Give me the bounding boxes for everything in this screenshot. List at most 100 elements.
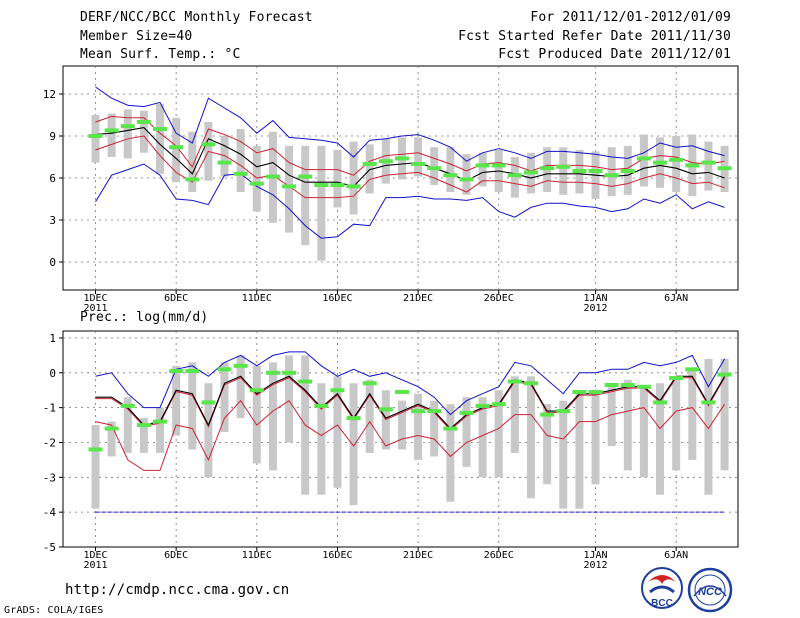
prec-spread-bar [414,393,423,460]
prec-spread-bar [268,362,277,471]
prec-x-tick-label: 11DEC [242,550,272,561]
prec-median-marker [104,426,119,431]
prec-median-marker [217,367,232,372]
temp-spread-bar [107,113,116,157]
temp-median-marker [507,173,522,178]
temp-median-marker [201,142,216,147]
temp-median-marker [717,166,732,171]
prec-y-tick-label: -4 [43,506,57,519]
temp-spread-bar [607,147,616,197]
prec-spread-bar [220,362,229,433]
prec-x-tick-label: 6DEC [164,550,188,561]
prec-spread-bar [188,362,197,450]
prec-median-marker [685,367,700,372]
prec-median-marker [507,379,522,384]
prec-y-tick-label: -3 [43,471,56,484]
temp-spread-bar [446,147,455,192]
temp-spread-bar [156,103,165,174]
prec-y-tick-label: -1 [43,402,56,415]
prec-median-marker [265,370,280,375]
member-size-label: Member Size=40 [80,29,193,44]
prec-spread-bar [527,376,536,499]
temp-spread-bar [285,145,294,233]
prec-spread-bar [543,404,552,485]
prec-spread-bar [252,365,261,464]
ncc-logo-icon: NCC [687,567,733,613]
temp-median-marker [572,169,587,173]
prec-spread-bar [494,390,503,478]
temp-y-tick-label: 0 [49,256,56,269]
temp-spread-bar [252,145,261,212]
prec-median-marker [120,403,135,408]
temp-spread-bar [462,154,471,195]
prec-median-marker [524,381,539,386]
prec-spread-bar [317,383,326,495]
prec-spread-bar [333,376,342,488]
bcc-logo-icon: BCC [641,567,683,609]
temp-median-marker [153,127,168,131]
temp-x-tick-label: 6DEC [164,293,188,304]
prec-median-marker [153,419,168,424]
prec-spread-bar [446,404,455,502]
forecast-started-label: Fcst Started Refer Date 2011/11/30 [458,29,731,44]
prec-x-tick-label: 1DEC [83,550,107,561]
temp-median-marker [475,163,490,168]
prec-spread-bar [139,418,148,453]
prec-spread-bar [591,390,600,485]
prec-median-marker [459,410,474,415]
temp-spread-bar [301,145,310,246]
prec-x-tick-label: 1JAN [583,550,607,561]
temp-spread-bar [704,141,713,191]
prec-spread-bar [172,365,181,436]
temp-spread-bar [414,137,423,177]
temp-max-line [95,86,725,162]
bcc-logo-text: BCC [651,598,673,609]
grads-credit: GrADS: COLA/IGES [4,605,104,616]
prec-spread-bar [430,400,439,457]
prec-spread-bar [156,407,165,453]
prec-median-marker [233,363,248,368]
temp-median-marker [604,173,619,178]
forecast-period-label: For 2011/12/01-2012/01/09 [530,10,731,25]
temp-median-marker [104,128,119,133]
prec-median-marker [588,389,603,394]
prec-spread-bar [672,376,681,471]
prec-median-marker [701,400,716,405]
temp-spread-bar [220,136,229,177]
prec-median-marker [540,412,555,417]
temp-median-marker [120,124,135,129]
prec-spread-bar [704,358,713,495]
temp-median-marker [685,163,700,168]
temp-median-marker [265,174,280,179]
temp-spread-bar [188,131,197,192]
temp-median-marker [427,166,442,171]
temp-x-tick-label: 6JAN [664,293,688,304]
temperature-panel-label: Mean Surf. Temp.: °C [80,47,241,62]
prec-spread-bar [639,386,648,478]
prec-median-marker [201,400,216,405]
temp-x-year-label: 2011 [83,303,107,314]
prec-y-tick-label: 1 [49,332,56,345]
temp-median-marker [620,169,635,173]
temp-median-marker [701,160,716,165]
prec-lower-sd-line [95,399,726,471]
prec-median-marker [298,379,313,384]
website-url[interactable]: http://cmdp.ncc.cma.gov.cn [65,582,290,598]
temp-median-marker [669,157,684,162]
prec-spread-bar [285,355,294,443]
temp-x-tick-label: 21DEC [403,293,433,304]
temp-median-marker [233,171,248,176]
prec-spread-bar [123,397,132,453]
chart-title: DERF/NCC/BCC Monthly Forecast [80,10,313,25]
prec-y-tick-label: -5 [43,541,56,554]
temp-x-tick-label: 26DEC [484,293,514,304]
temp-median-marker [346,184,361,189]
temp-spread-bar [639,134,648,187]
temp-median-marker [540,166,555,171]
temp-median-marker [314,183,329,187]
temp-median-marker [185,177,200,182]
prec-median-marker [620,383,635,387]
temp-y-tick-label: 12 [43,88,56,101]
temp-median-marker [459,177,474,182]
prec-spread-bar [688,369,697,460]
